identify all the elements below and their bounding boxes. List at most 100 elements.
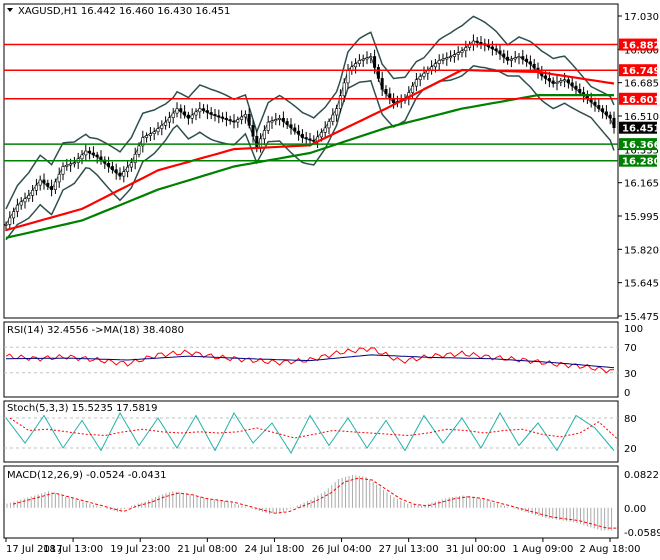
candle-body xyxy=(308,138,312,141)
candle-body xyxy=(312,139,316,142)
candle-body xyxy=(346,69,350,84)
candle-body xyxy=(251,125,255,137)
candle-body xyxy=(304,137,308,140)
price-y-tick-label: 15.995 xyxy=(624,212,659,223)
level-tag xyxy=(619,154,657,167)
candle-body xyxy=(506,56,510,61)
candle-body xyxy=(578,89,582,93)
candle-body xyxy=(460,50,464,53)
candle-body xyxy=(259,138,263,148)
candle-body xyxy=(61,166,65,175)
candle-body xyxy=(34,184,38,191)
rsi-line-0 xyxy=(5,347,615,374)
candle-body xyxy=(15,204,19,212)
candle-body xyxy=(285,121,289,125)
candle-body xyxy=(528,61,532,65)
candle-body xyxy=(354,63,358,68)
candle-body xyxy=(255,135,259,148)
bollinger-lower-line xyxy=(5,64,615,241)
stoch-signal-line xyxy=(9,417,619,440)
candle-body xyxy=(198,108,202,113)
candle-body xyxy=(171,112,175,118)
panel-frame-stoch xyxy=(3,400,619,463)
candle-body xyxy=(456,52,460,55)
candle-body xyxy=(221,116,225,119)
candle-body xyxy=(521,56,525,60)
x-tick-label: 21 Jul 08:00 xyxy=(177,544,237,555)
candle-body xyxy=(122,171,126,177)
x-tick-label: 1 Aug 09:00 xyxy=(512,544,573,555)
level-tag xyxy=(619,92,657,105)
candle-body xyxy=(236,119,240,123)
x-tick-label: 31 Jul 00:00 xyxy=(446,544,506,555)
candle-body xyxy=(114,169,118,174)
candle-body xyxy=(270,120,274,123)
candle-body xyxy=(441,58,445,61)
x-tick-label: 17 Jul 2017 xyxy=(6,544,63,555)
rsi-y-tick-label: 0 xyxy=(624,388,630,399)
candle-body xyxy=(513,57,517,60)
candle-body xyxy=(274,119,278,122)
panel-frame-rsi xyxy=(3,321,619,398)
price-y-tick-label: 17.030 xyxy=(624,12,659,23)
candle-body xyxy=(380,78,384,90)
candle-body xyxy=(544,75,548,79)
candle-body xyxy=(593,101,597,106)
candle-body xyxy=(186,114,190,119)
candle-body xyxy=(342,82,346,97)
rsi-line-1 xyxy=(6,354,615,369)
header-arrow-icon xyxy=(7,8,13,12)
bollinger-middle-line xyxy=(5,40,615,225)
candle-body xyxy=(42,179,46,184)
candle-body xyxy=(145,135,149,138)
level-tag xyxy=(619,64,657,77)
candle-body xyxy=(217,115,221,118)
candle-body xyxy=(194,111,198,116)
candle-body xyxy=(384,89,388,95)
candle-body xyxy=(213,114,217,116)
price-y-tick-label: 15.645 xyxy=(624,279,659,290)
candle-body xyxy=(53,181,57,190)
candle-body xyxy=(369,56,373,59)
candle-body xyxy=(247,114,251,126)
level-tag-label: 16.280 xyxy=(622,157,660,168)
x-tick-label: 18 Jul 13:00 xyxy=(43,544,103,555)
candle-body xyxy=(414,79,418,87)
candle-body xyxy=(118,172,122,177)
candle-body xyxy=(517,56,521,59)
candle-body xyxy=(300,134,304,138)
candle-body xyxy=(335,108,339,116)
candle-body xyxy=(323,127,327,133)
candle-body xyxy=(452,54,456,57)
candle-body xyxy=(547,78,551,82)
candle-body xyxy=(224,117,228,120)
candle-body xyxy=(160,125,164,129)
candle-body xyxy=(91,152,95,156)
candle-body xyxy=(110,166,114,170)
candle-body xyxy=(574,85,578,90)
level-tag-label: 16.601 xyxy=(622,95,660,106)
candle-body xyxy=(338,95,342,109)
stoch-title: Stoch(5,3,3) 15.5235 17.5819 xyxy=(7,403,158,414)
candle-body xyxy=(164,121,168,126)
x-tick-label: 2 Aug 18:00 xyxy=(579,544,640,555)
candle-body xyxy=(31,189,35,196)
candle-body xyxy=(563,79,567,82)
level-tag xyxy=(619,138,657,151)
candle-body xyxy=(27,195,31,199)
chart-symbol: XAGUSD,H1 16.442 16.460 16.430 16.451 xyxy=(18,6,230,17)
candle-body xyxy=(266,121,270,131)
candle-body xyxy=(422,72,426,77)
price-y-tick-label: 15.820 xyxy=(624,245,659,256)
candle-body xyxy=(183,111,187,116)
candle-body xyxy=(99,156,103,161)
candle-body xyxy=(525,58,529,62)
candle-body xyxy=(72,162,76,165)
candle-body xyxy=(297,130,301,135)
panel-frame-macd xyxy=(3,465,619,539)
candle-body xyxy=(65,164,69,167)
x-tick-label: 27 Jul 13:00 xyxy=(379,544,439,555)
stoch-y-tick-label: 20 xyxy=(624,444,637,455)
candle-body xyxy=(437,60,441,64)
candle-body xyxy=(532,63,536,69)
